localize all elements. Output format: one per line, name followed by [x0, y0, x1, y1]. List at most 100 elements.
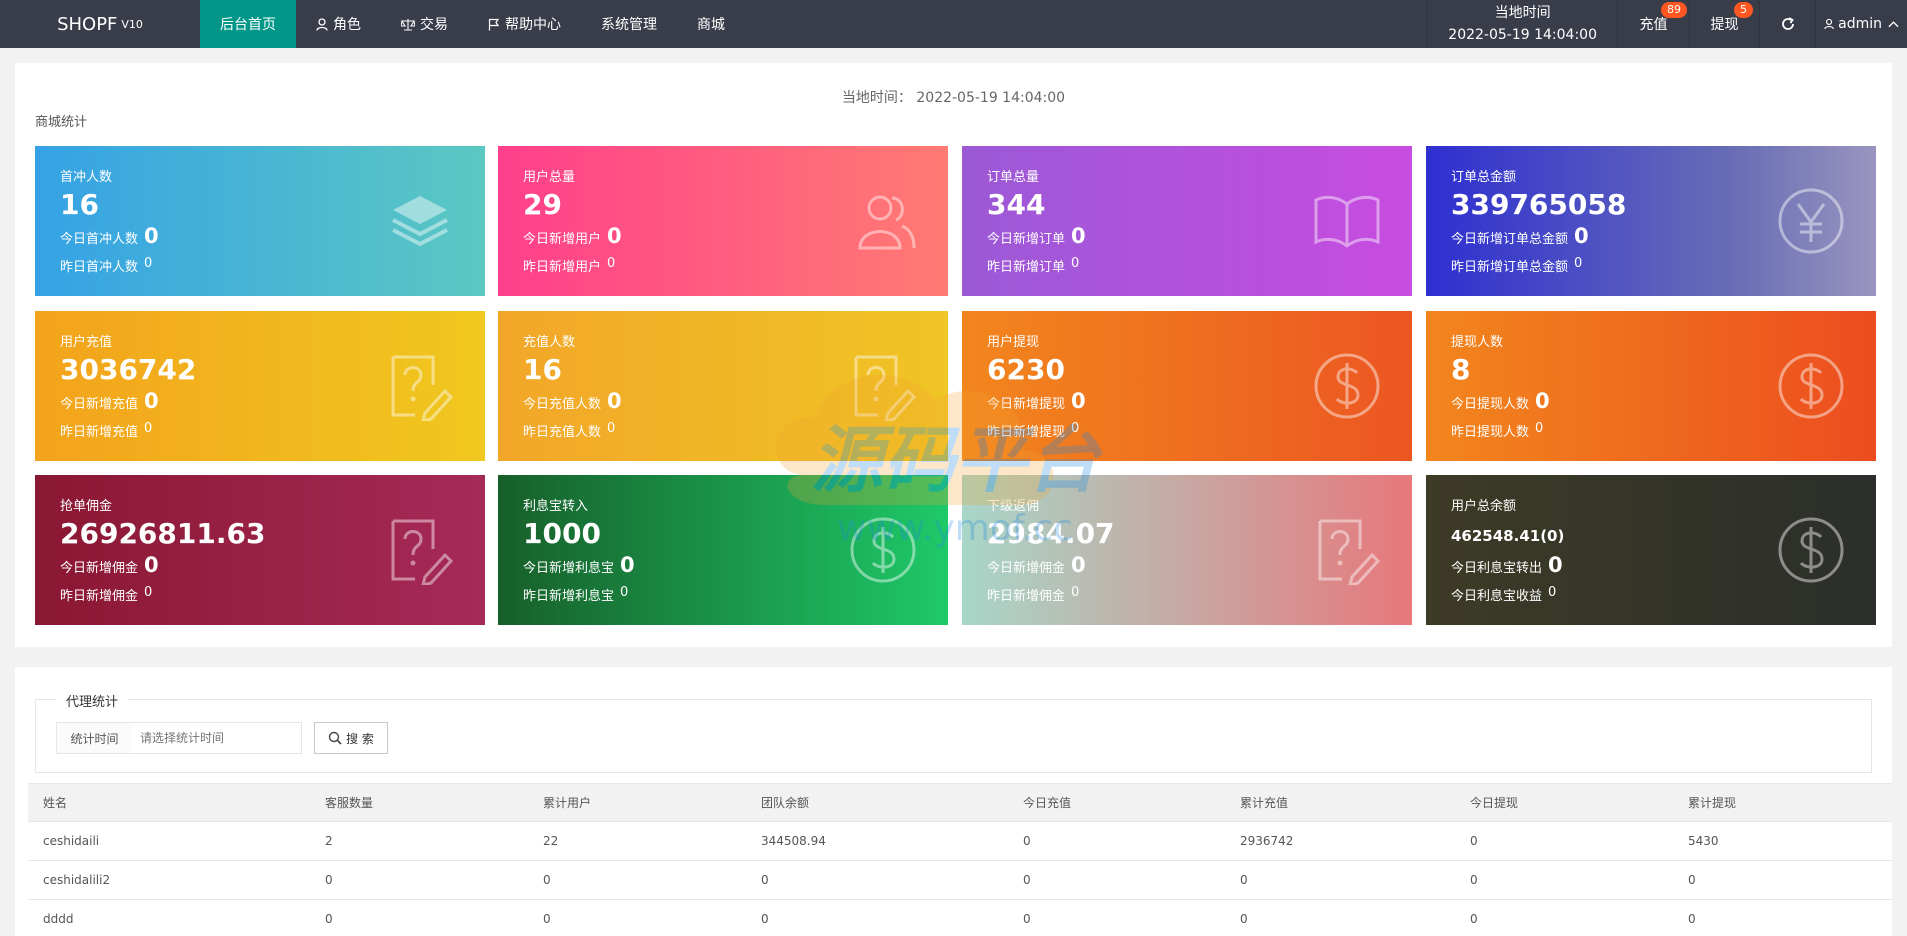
nav-role[interactable]: 角色 — [296, 0, 381, 48]
stat-card: 提现人数 8 今日提现人数 0 昨日提现人数 0 — [1426, 311, 1876, 461]
nav-home[interactable]: 后台首页 — [200, 0, 296, 48]
card-today: 今日新增用户 0 — [523, 224, 622, 248]
center-time-label: 当地时间： — [841, 90, 912, 106]
card-yesterday-label: 昨日新增充值 — [60, 425, 139, 440]
right-nav: 当地时间 2022-05-19 14:04:00 充值 89 提现 5 admi… — [1427, 0, 1907, 48]
card-yesterday-value: 0 — [144, 585, 153, 600]
local-time-value: 2022-05-19 14:04:00 — [1448, 27, 1597, 43]
nav-system[interactable]: 系统管理 — [581, 0, 677, 48]
users-icon — [858, 195, 916, 250]
card-today-value: 0 — [1071, 553, 1086, 577]
card-today-value: 0 — [1071, 389, 1086, 413]
nav-shop[interactable]: 商城 — [677, 0, 745, 48]
col-total-users: 累计用户 — [528, 783, 746, 822]
card-yesterday-label: 昨日新增提现 — [987, 425, 1066, 440]
card-title: 订单总量 — [987, 170, 1040, 185]
flag-icon — [488, 18, 500, 30]
card-yesterday-label: 昨日新增佣金 — [60, 589, 139, 604]
stat-card: 利息宝转入 1000 今日新增利息宝 0 昨日新增利息宝 0 — [498, 475, 948, 625]
card-yesterday: 昨日新增佣金 0 — [60, 585, 152, 604]
card-title: 用户总余额 — [1451, 499, 1517, 514]
question-edit-icon — [1318, 519, 1381, 585]
dollar-icon — [1314, 353, 1380, 419]
card-yesterday-value: 0 — [144, 421, 153, 436]
card-today-label: 今日新增提现 — [987, 397, 1066, 412]
table-cell: 0 — [1455, 821, 1673, 861]
card-today-value: 0 — [620, 553, 635, 577]
agent-table-body: ceshidaili 2 22 344508.94 0 2936742 0 5430 ceshi… — [28, 821, 1892, 936]
table-cell: 5430 — [1673, 821, 1892, 861]
stats-panel: 当地时间： 2022-05-19 14:04:00 商城统计 首冲人数 16 今日首… — [15, 63, 1892, 647]
stat-card: 订单总金额 339765058 今日新增订单总金额 0 昨日新增订单总金额 0 — [1426, 146, 1876, 296]
card-yesterday: 昨日新增佣金 0 — [987, 585, 1079, 604]
card-value: 26926811.63 — [60, 517, 266, 550]
layers-icon — [392, 196, 448, 247]
withdraw-badge: 5 — [1734, 2, 1753, 18]
col-total-withdraw: 累计提现 — [1673, 783, 1892, 822]
logo[interactable]: SHOPF V10 — [0, 0, 200, 48]
stat-card: 抢单佣金 26926811.63 今日新增佣金 0 昨日新增佣金 0 — [35, 475, 485, 625]
card-yesterday-value: 0 — [620, 585, 629, 600]
search-time-input[interactable] — [132, 722, 302, 754]
card-yesterday: 昨日新增利息宝 0 — [523, 585, 628, 604]
nav-trade[interactable]: 交易 — [381, 0, 468, 48]
user-menu[interactable]: admin — [1815, 0, 1907, 48]
table-cell: 0 — [528, 860, 746, 900]
card-yesterday-label: 昨日充值人数 — [523, 425, 602, 440]
table-cell: 0 — [310, 899, 528, 936]
table-cell: 0 — [746, 899, 1008, 936]
col-team-balance: 团队余额 — [746, 783, 1008, 822]
table-row: ceshidaili 2 22 344508.94 0 2936742 0 5430 — [28, 821, 1892, 861]
table-cell: 22 — [528, 821, 746, 861]
card-today: 今日新增订单总金额 0 — [1451, 224, 1589, 248]
card-today: 今日新增佣金 0 — [60, 553, 159, 577]
card-value: 16 — [523, 353, 562, 386]
stat-card: 首冲人数 16 今日首冲人数 0 昨日首冲人数 0 — [35, 146, 485, 296]
card-yesterday: 昨日新增充值 0 — [60, 421, 152, 440]
book-icon — [1314, 195, 1380, 248]
card-title: 利息宝转入 — [523, 499, 589, 514]
nav-trade-label: 交易 — [420, 17, 448, 33]
stat-card: 充值人数 16 今日充值人数 0 昨日充值人数 0 — [498, 311, 948, 461]
nav-role-label: 角色 — [333, 17, 361, 33]
card-today-value: 0 — [144, 553, 159, 577]
card-today-label: 今日新增订单总金额 — [1451, 232, 1569, 247]
card-yesterday: 昨日新增订单总金额 0 — [1451, 256, 1582, 275]
card-yesterday-label: 昨日提现人数 — [1451, 425, 1530, 440]
local-time-label: 当地时间 — [1494, 5, 1551, 21]
card-yesterday-value: 0 — [1071, 585, 1080, 600]
card-today-value: 0 — [144, 389, 159, 413]
table-cell: 0 — [1008, 860, 1225, 900]
nav-help[interactable]: 帮助中心 — [468, 0, 581, 48]
table-cell: 2 — [310, 821, 528, 861]
card-value: 16 — [60, 188, 99, 221]
section-title: 商城统计 — [35, 115, 88, 130]
card-yesterday-label: 昨日新增订单总金额 — [1451, 260, 1569, 275]
withdraw-button[interactable]: 提现 5 — [1689, 0, 1759, 48]
search-button[interactable]: 搜 索 — [314, 722, 388, 754]
table-cell: 0 — [1225, 899, 1455, 936]
card-today: 今日新增利息宝 0 — [523, 553, 635, 577]
card-today-value: 0 — [1535, 389, 1550, 413]
user-name: admin — [1838, 16, 1882, 32]
card-yesterday-value: 0 — [607, 256, 616, 271]
card-yesterday-label: 昨日新增订单 — [987, 260, 1066, 275]
card-today-label: 今日首冲人数 — [60, 232, 139, 247]
col-name: 姓名 — [28, 783, 310, 822]
card-yesterday-value: 0 — [607, 421, 616, 436]
scale-icon — [401, 18, 415, 31]
card-title: 抢单佣金 — [60, 499, 113, 514]
question-edit-icon — [391, 519, 454, 585]
table-row: dddd 0 0 0 0 0 0 0 — [28, 899, 1892, 936]
col-service-count: 客服数量 — [310, 783, 528, 822]
logo-version: V10 — [121, 17, 143, 31]
col-today-recharge: 今日充值 — [1008, 783, 1225, 822]
card-title: 订单总金额 — [1451, 170, 1517, 185]
refresh-button[interactable] — [1759, 0, 1815, 48]
card-yesterday: 今日利息宝收益 0 — [1451, 585, 1556, 604]
dollar-icon — [1778, 353, 1844, 419]
card-value: 29 — [523, 188, 562, 221]
recharge-button[interactable]: 充值 89 — [1617, 0, 1689, 48]
table-cell: dddd — [28, 899, 310, 936]
search-time-label: 统计时间 — [56, 722, 133, 754]
